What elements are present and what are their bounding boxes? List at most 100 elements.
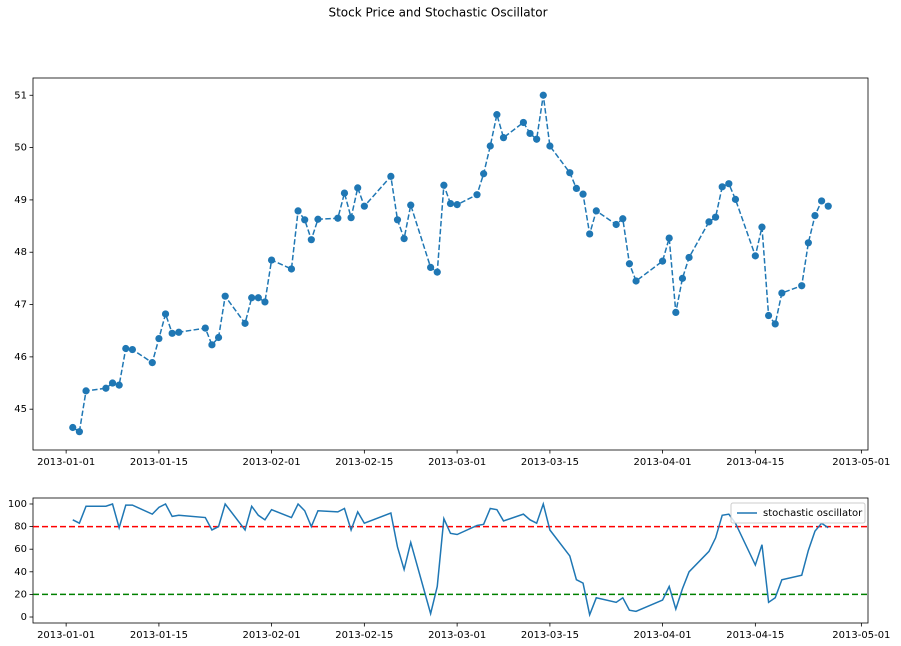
data-point (108, 379, 117, 387)
x-tick-label: 2013-02-15 (335, 457, 393, 468)
data-point (519, 118, 527, 127)
data-point (486, 142, 494, 150)
x-tick-label: 2013-03-15 (521, 457, 579, 468)
data-point (632, 277, 640, 285)
x-tick-label: 2013-01-15 (130, 630, 188, 641)
data-point (824, 202, 832, 210)
data-point (440, 181, 448, 189)
data-point (75, 428, 83, 436)
data-point (148, 359, 156, 367)
y-tick-label: 20 (14, 589, 27, 600)
data-point (473, 191, 481, 199)
data-point (572, 184, 581, 192)
data-point (122, 344, 130, 353)
x-tick-label: 2013-03-01 (428, 457, 486, 468)
data-point (248, 294, 256, 302)
data-point (533, 135, 541, 143)
data-point (407, 201, 415, 209)
x-tick-label: 2013-04-15 (726, 630, 784, 641)
data-point (82, 387, 90, 395)
y-tick-label: 80 (14, 522, 27, 533)
data-point (764, 311, 773, 320)
y-tick-label: 46 (14, 352, 27, 363)
x-tick-label: 2013-05-01 (832, 457, 890, 468)
subplot: 0 20 40 60 80 100 2013-01-01 2013-01-15 2013-02-… (8, 497, 890, 641)
data-point (433, 268, 441, 276)
figure-title: Stock Price and Stochastic Oscillator (328, 6, 547, 20)
data-point (705, 218, 713, 226)
series-line (72, 501, 829, 618)
data-point (818, 197, 826, 205)
legend-label: stochastic oscillator (763, 508, 863, 519)
y-tick-label: 48 (14, 247, 27, 258)
data-point (711, 213, 720, 221)
y-tick-label: 45 (14, 404, 27, 415)
x-tick-label: 2013-03-15 (521, 630, 579, 641)
x-tick-label: 2013-02-15 (335, 630, 393, 641)
data-point (658, 257, 667, 265)
x-tick-label: 2013-05-01 (832, 630, 890, 641)
x-tick-label: 2013-02-01 (243, 457, 301, 468)
data-point (301, 216, 309, 224)
data-point (254, 294, 262, 302)
y-tick-label: 60 (14, 544, 27, 555)
data-point (619, 215, 627, 223)
data-point (360, 202, 368, 210)
data-point (287, 265, 296, 273)
data-point (400, 235, 408, 243)
data-point (771, 320, 779, 328)
data-point (453, 201, 461, 209)
data-point (334, 214, 342, 222)
data-point (718, 183, 726, 191)
data-point (586, 230, 594, 238)
subplot: 45 46 47 48 49 50 51 2013-01-01 2013-01-15 2013-0… (14, 77, 890, 468)
data-point (241, 319, 249, 327)
data-point (804, 239, 812, 247)
data-point (778, 289, 786, 297)
y-tick-label: 47 (14, 300, 27, 311)
data-point (387, 172, 395, 180)
data-point (446, 199, 455, 208)
data-point (214, 333, 223, 342)
data-point (347, 214, 355, 222)
data-point (102, 384, 110, 392)
data-point (672, 308, 680, 316)
data-point (115, 381, 123, 389)
x-tick-label: 2013-04-01 (634, 457, 692, 468)
y-tick-label: 40 (14, 567, 27, 578)
data-point (175, 328, 183, 336)
data-point (678, 274, 687, 282)
data-point (314, 215, 322, 223)
x-tick-label: 2013-02-01 (243, 630, 301, 641)
y-tick-label: 49 (14, 195, 27, 206)
data-point (267, 256, 276, 264)
data-point (480, 170, 488, 178)
y-tick-label: 0 (21, 612, 27, 623)
data-point (340, 189, 349, 197)
data-point (307, 236, 315, 244)
data-point (539, 91, 547, 99)
data-point (758, 223, 766, 231)
data-point (811, 212, 819, 220)
x-tick-label: 2013-04-15 (726, 457, 784, 468)
data-point (592, 207, 600, 215)
legend-box (730, 502, 866, 524)
y-tick-label: 51 (14, 90, 27, 101)
data-point (725, 180, 733, 188)
data-point (665, 234, 673, 242)
data-point (798, 282, 806, 290)
y-tick-label: 100 (8, 499, 27, 510)
data-point (393, 216, 402, 224)
data-point (579, 190, 587, 198)
data-point (499, 134, 508, 142)
data-point (294, 207, 302, 215)
data-point (731, 195, 740, 203)
data-point (69, 423, 77, 432)
data-point (128, 345, 137, 354)
data-point (546, 142, 554, 150)
x-tick-label: 2013-01-01 (37, 630, 95, 641)
x-tick-label: 2013-01-15 (130, 457, 188, 468)
data-point (625, 260, 634, 268)
data-point (208, 341, 216, 349)
